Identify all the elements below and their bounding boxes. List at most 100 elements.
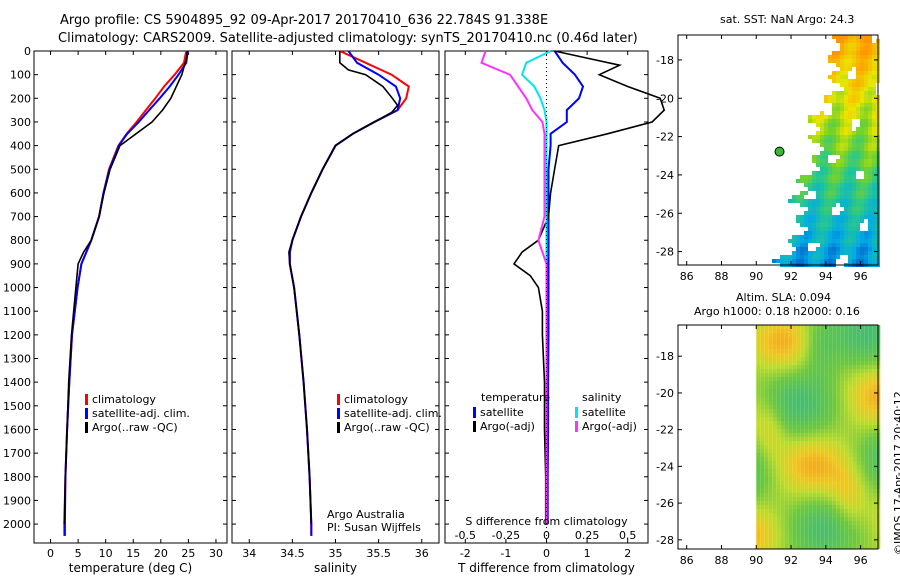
sla-cell [764, 449, 769, 453]
sla-cell [756, 361, 761, 365]
sla-cell [772, 429, 777, 433]
sla-cell [860, 357, 865, 361]
sst-cell [868, 79, 872, 83]
sla-cell [816, 493, 821, 497]
sst-cell [844, 39, 848, 43]
sla-cell [812, 337, 817, 341]
sla-cell [776, 513, 781, 517]
sla-cell [864, 361, 869, 365]
sla-cell [832, 473, 837, 477]
sst-cell [852, 171, 856, 175]
sla-cell [808, 489, 813, 493]
sla-cell [800, 509, 805, 513]
sst-cell [812, 207, 816, 211]
sla-cell [756, 445, 761, 449]
sst-cell [832, 259, 836, 263]
sla-cell [832, 385, 837, 389]
sst-cell [820, 183, 824, 187]
sla-cell [792, 509, 797, 513]
sdiff-legend-swatch [575, 407, 578, 418]
sst-cell [872, 79, 876, 83]
sla-cell [784, 433, 789, 437]
sla-cell [828, 541, 833, 545]
sst-cell [856, 215, 860, 219]
sla-cell [824, 425, 829, 429]
sla-cell [836, 513, 841, 517]
sla-cell [780, 369, 785, 373]
sst-cell [864, 243, 868, 247]
sst-cell [848, 35, 852, 39]
sla-cell [816, 525, 821, 529]
sla-cell [860, 385, 865, 389]
sst-cell [868, 155, 872, 159]
sst-cell [860, 215, 864, 219]
sla-cell [860, 525, 865, 529]
sla-cell [860, 529, 865, 533]
sla-cell [764, 513, 769, 517]
sla-cell [844, 401, 849, 405]
sst-cell [856, 191, 860, 195]
sla-cell [828, 377, 833, 381]
sla-cell [860, 461, 865, 465]
sst-cell [852, 151, 856, 155]
sst-cell [848, 107, 852, 111]
sla-cell [804, 417, 809, 421]
sla-cell [760, 485, 765, 489]
sla-cell [800, 389, 805, 393]
sla-cell [828, 361, 833, 365]
sla-cell [772, 389, 777, 393]
sst-cell [832, 203, 836, 207]
sla-cell [784, 325, 789, 329]
sla-cell [808, 341, 813, 345]
sla-cell [788, 489, 793, 493]
sla-cell [816, 433, 821, 437]
sst-cell [860, 39, 864, 43]
sla-cell [836, 409, 841, 413]
sla-cell [816, 489, 821, 493]
sla-cell [784, 341, 789, 345]
sla-cell [796, 329, 801, 333]
sla-cell [824, 457, 829, 461]
sla-cell [812, 417, 817, 421]
sla-cell [820, 529, 825, 533]
sla-cell [828, 381, 833, 385]
sst-cell [844, 207, 848, 211]
sla-cell [800, 397, 805, 401]
sst-cell [816, 159, 820, 163]
sla-cell [848, 369, 853, 373]
sla-cell [816, 461, 821, 465]
sst-cell [872, 235, 876, 239]
sst-cell [808, 223, 812, 227]
sst-cell [860, 219, 864, 223]
sla-cell [816, 501, 821, 505]
sst-cell [872, 47, 876, 51]
sla-cell [856, 417, 861, 421]
sst-cell [800, 223, 804, 227]
sla-cell [800, 541, 805, 545]
sla-cell [816, 349, 821, 353]
sla-cell [852, 541, 857, 545]
sla-cell [848, 481, 853, 485]
sla-cell [772, 501, 777, 505]
temperature-legend-swatch [85, 422, 88, 433]
sla-cell [860, 429, 865, 433]
sla-cell [836, 433, 841, 437]
sst-cell [860, 247, 864, 251]
sla-cell [784, 361, 789, 365]
sla-cell [760, 357, 765, 361]
sla-cell [800, 437, 805, 441]
sla-cell [860, 349, 865, 353]
sla-cell [840, 349, 845, 353]
sla-cell [792, 445, 797, 449]
sst-cell [820, 135, 824, 139]
sst-cell [844, 227, 848, 231]
sst-cell [852, 175, 856, 179]
sla-cell [852, 369, 857, 373]
sla-cell [844, 433, 849, 437]
sst-cell [812, 183, 816, 187]
sla-cell [796, 525, 801, 529]
sst-cell [860, 107, 864, 111]
sla-cell [768, 461, 773, 465]
sst-cell [844, 179, 848, 183]
sla-cell [844, 337, 849, 341]
